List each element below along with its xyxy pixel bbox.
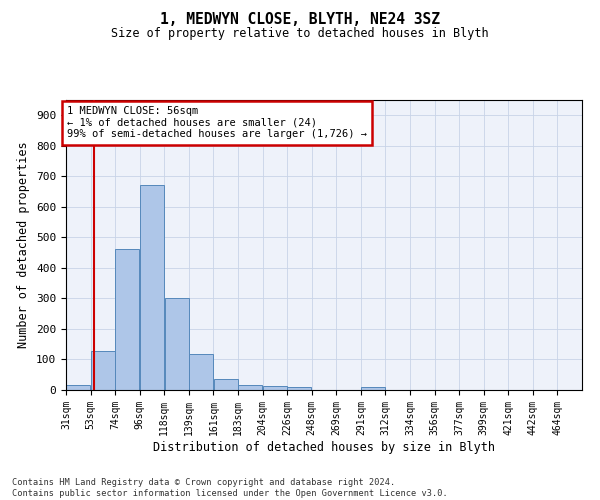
Text: Size of property relative to detached houses in Blyth: Size of property relative to detached ho… <box>111 28 489 40</box>
Bar <box>238 385 262 390</box>
Bar <box>115 249 139 390</box>
Bar <box>214 379 238 390</box>
Bar <box>164 298 188 390</box>
Bar <box>189 354 213 390</box>
Bar <box>140 185 164 390</box>
Text: 1, MEDWYN CLOSE, BLYTH, NE24 3SZ: 1, MEDWYN CLOSE, BLYTH, NE24 3SZ <box>160 12 440 28</box>
Bar <box>66 385 91 390</box>
Text: 1 MEDWYN CLOSE: 56sqm
← 1% of detached houses are smaller (24)
99% of semi-detac: 1 MEDWYN CLOSE: 56sqm ← 1% of detached h… <box>67 106 367 140</box>
Bar <box>91 351 115 390</box>
Text: Contains HM Land Registry data © Crown copyright and database right 2024.
Contai: Contains HM Land Registry data © Crown c… <box>12 478 448 498</box>
Bar <box>287 387 311 390</box>
Bar <box>361 387 385 390</box>
X-axis label: Distribution of detached houses by size in Blyth: Distribution of detached houses by size … <box>153 440 495 454</box>
Bar <box>263 386 287 390</box>
Y-axis label: Number of detached properties: Number of detached properties <box>17 142 31 348</box>
